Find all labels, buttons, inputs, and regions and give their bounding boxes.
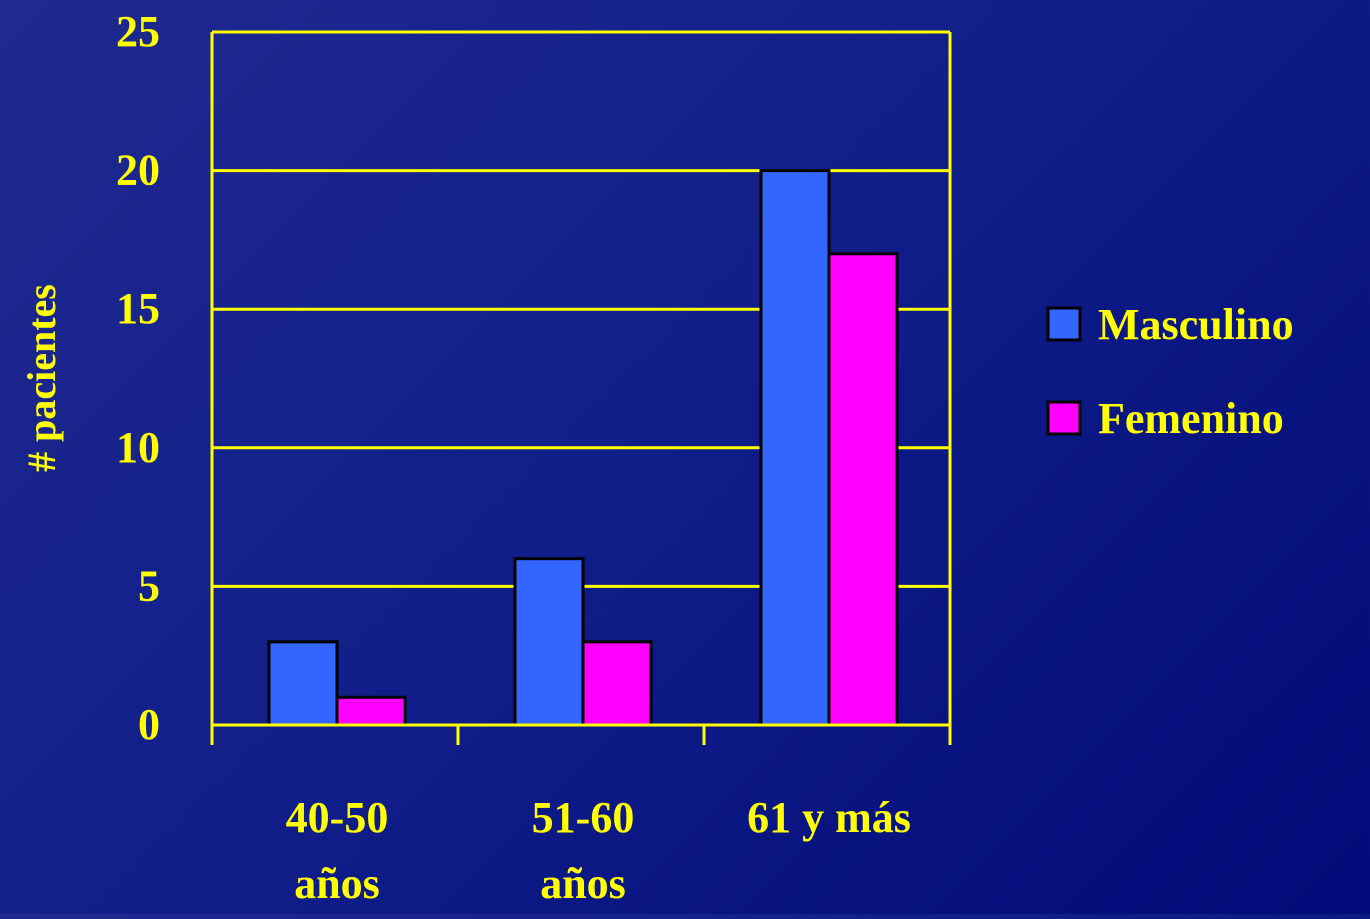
y-tick-label: 15 <box>116 284 160 333</box>
x-tick-label-line: años <box>540 859 626 908</box>
x-tick-label: 40-50 años <box>286 793 389 908</box>
bar-femenino-1 <box>581 640 653 727</box>
y-tick-label: 0 <box>138 700 160 749</box>
y-tick-label: 25 <box>116 7 160 56</box>
y-tick-labels: 0 5 10 15 20 25 <box>116 7 160 749</box>
x-tick-label-line: 51-60 <box>532 793 635 842</box>
x-tick-labels: 40-50 años 51-60 años 61 y más <box>286 793 911 908</box>
x-tick-label: 61 y más <box>747 793 911 842</box>
legend-label-femenino: Femenino <box>1098 394 1284 443</box>
legend: Masculino Femenino <box>1046 300 1294 443</box>
y-axis-label: # pacientes <box>19 284 64 472</box>
x-tick-label: 51-60 años <box>532 793 635 908</box>
bar-masculino-1 <box>513 557 585 727</box>
bars <box>267 169 899 727</box>
legend-swatch-masculino <box>1046 306 1082 342</box>
y-tick-label: 5 <box>138 561 160 610</box>
x-tick-label-line: 61 y más <box>747 793 911 842</box>
axes <box>210 32 952 745</box>
bar-masculino-2 <box>759 169 831 727</box>
legend-label-masculino: Masculino <box>1098 300 1294 349</box>
y-tick-label: 20 <box>116 146 160 195</box>
y-tick-label: 10 <box>116 423 160 472</box>
bar-femenino-2 <box>827 252 899 727</box>
x-tick-label-line: 40-50 <box>286 793 389 842</box>
bar-femenino-0 <box>335 695 407 727</box>
bar-masculino-0 <box>267 640 339 727</box>
legend-swatch-femenino <box>1046 400 1082 436</box>
x-tick-label-line: años <box>294 859 380 908</box>
